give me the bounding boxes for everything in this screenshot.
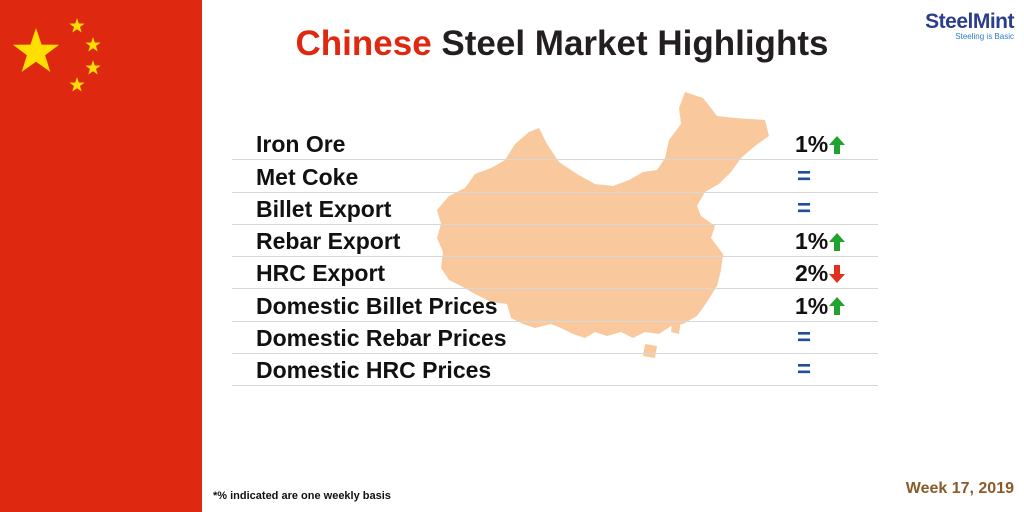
steelmint-logo: SteelMint Steeling is Basic xyxy=(925,10,1014,41)
arrow-up-icon xyxy=(829,232,846,251)
title-highlight: Chinese xyxy=(295,24,432,63)
table-row: Met Coke = xyxy=(232,160,878,193)
logo-brand: SteelMint xyxy=(925,10,1014,33)
row-value: 1% xyxy=(795,228,846,255)
week-label: Week 17, 2019 xyxy=(905,480,1014,497)
row-value-text: 1% xyxy=(795,131,829,158)
table-row: Domestic Rebar Prices = xyxy=(232,322,878,355)
table-row: HRC Export 2% xyxy=(232,257,878,290)
small-star-icon xyxy=(85,60,101,75)
row-label: Rebar Export xyxy=(256,228,401,255)
row-value: 1% xyxy=(795,131,846,158)
row-value-text: 1% xyxy=(795,292,829,319)
row-value: = xyxy=(795,356,811,384)
row-label: Domestic HRC Prices xyxy=(256,357,492,384)
small-star-icon xyxy=(69,18,85,33)
equal-sign: = xyxy=(797,162,812,190)
small-star-icon xyxy=(69,77,85,92)
row-value-text: 1% xyxy=(795,228,829,255)
equal-sign: = xyxy=(797,194,812,222)
table-row: Domestic Billet Prices 1% xyxy=(232,289,878,322)
table-row: Domestic HRC Prices = xyxy=(232,354,878,387)
arrow-up-icon xyxy=(829,297,846,316)
row-label: HRC Export xyxy=(256,260,386,287)
row-value: = xyxy=(795,195,811,223)
row-label: Met Coke xyxy=(256,163,359,190)
arrow-up-icon xyxy=(829,135,846,154)
row-label: Iron Ore xyxy=(256,131,346,158)
table-row: Iron Ore 1% xyxy=(232,128,878,161)
china-flag xyxy=(0,0,202,512)
row-label: Domestic Billet Prices xyxy=(256,292,498,319)
highlights-table: Iron Ore 1% Met Coke = Billet Export = R… xyxy=(232,128,878,387)
china-map xyxy=(437,92,769,358)
logo-tagline: Steeling is Basic xyxy=(955,32,1014,41)
table-row: Rebar Export 1% xyxy=(232,225,878,258)
row-value: 2% xyxy=(795,260,846,287)
equal-sign: = xyxy=(797,324,812,352)
row-value: 1% xyxy=(795,292,846,320)
title-rest: Steel Market Highlights xyxy=(441,24,829,63)
row-label: Billet Export xyxy=(256,195,392,222)
arrow-down-icon xyxy=(829,264,846,283)
flag-stars xyxy=(12,18,101,92)
row-value: = xyxy=(795,163,811,191)
large-star-icon xyxy=(12,28,60,72)
equal-sign: = xyxy=(797,356,812,384)
row-value: = xyxy=(795,324,811,352)
page-title: Chinese Steel Market Highlights xyxy=(0,24,1024,64)
table-row: Billet Export = xyxy=(232,193,878,225)
row-value-text: 2% xyxy=(795,260,829,287)
row-label: Domestic Rebar Prices xyxy=(256,325,507,352)
footnote: *% indicated are one weekly basis xyxy=(213,490,391,502)
small-star-icon xyxy=(85,37,101,52)
